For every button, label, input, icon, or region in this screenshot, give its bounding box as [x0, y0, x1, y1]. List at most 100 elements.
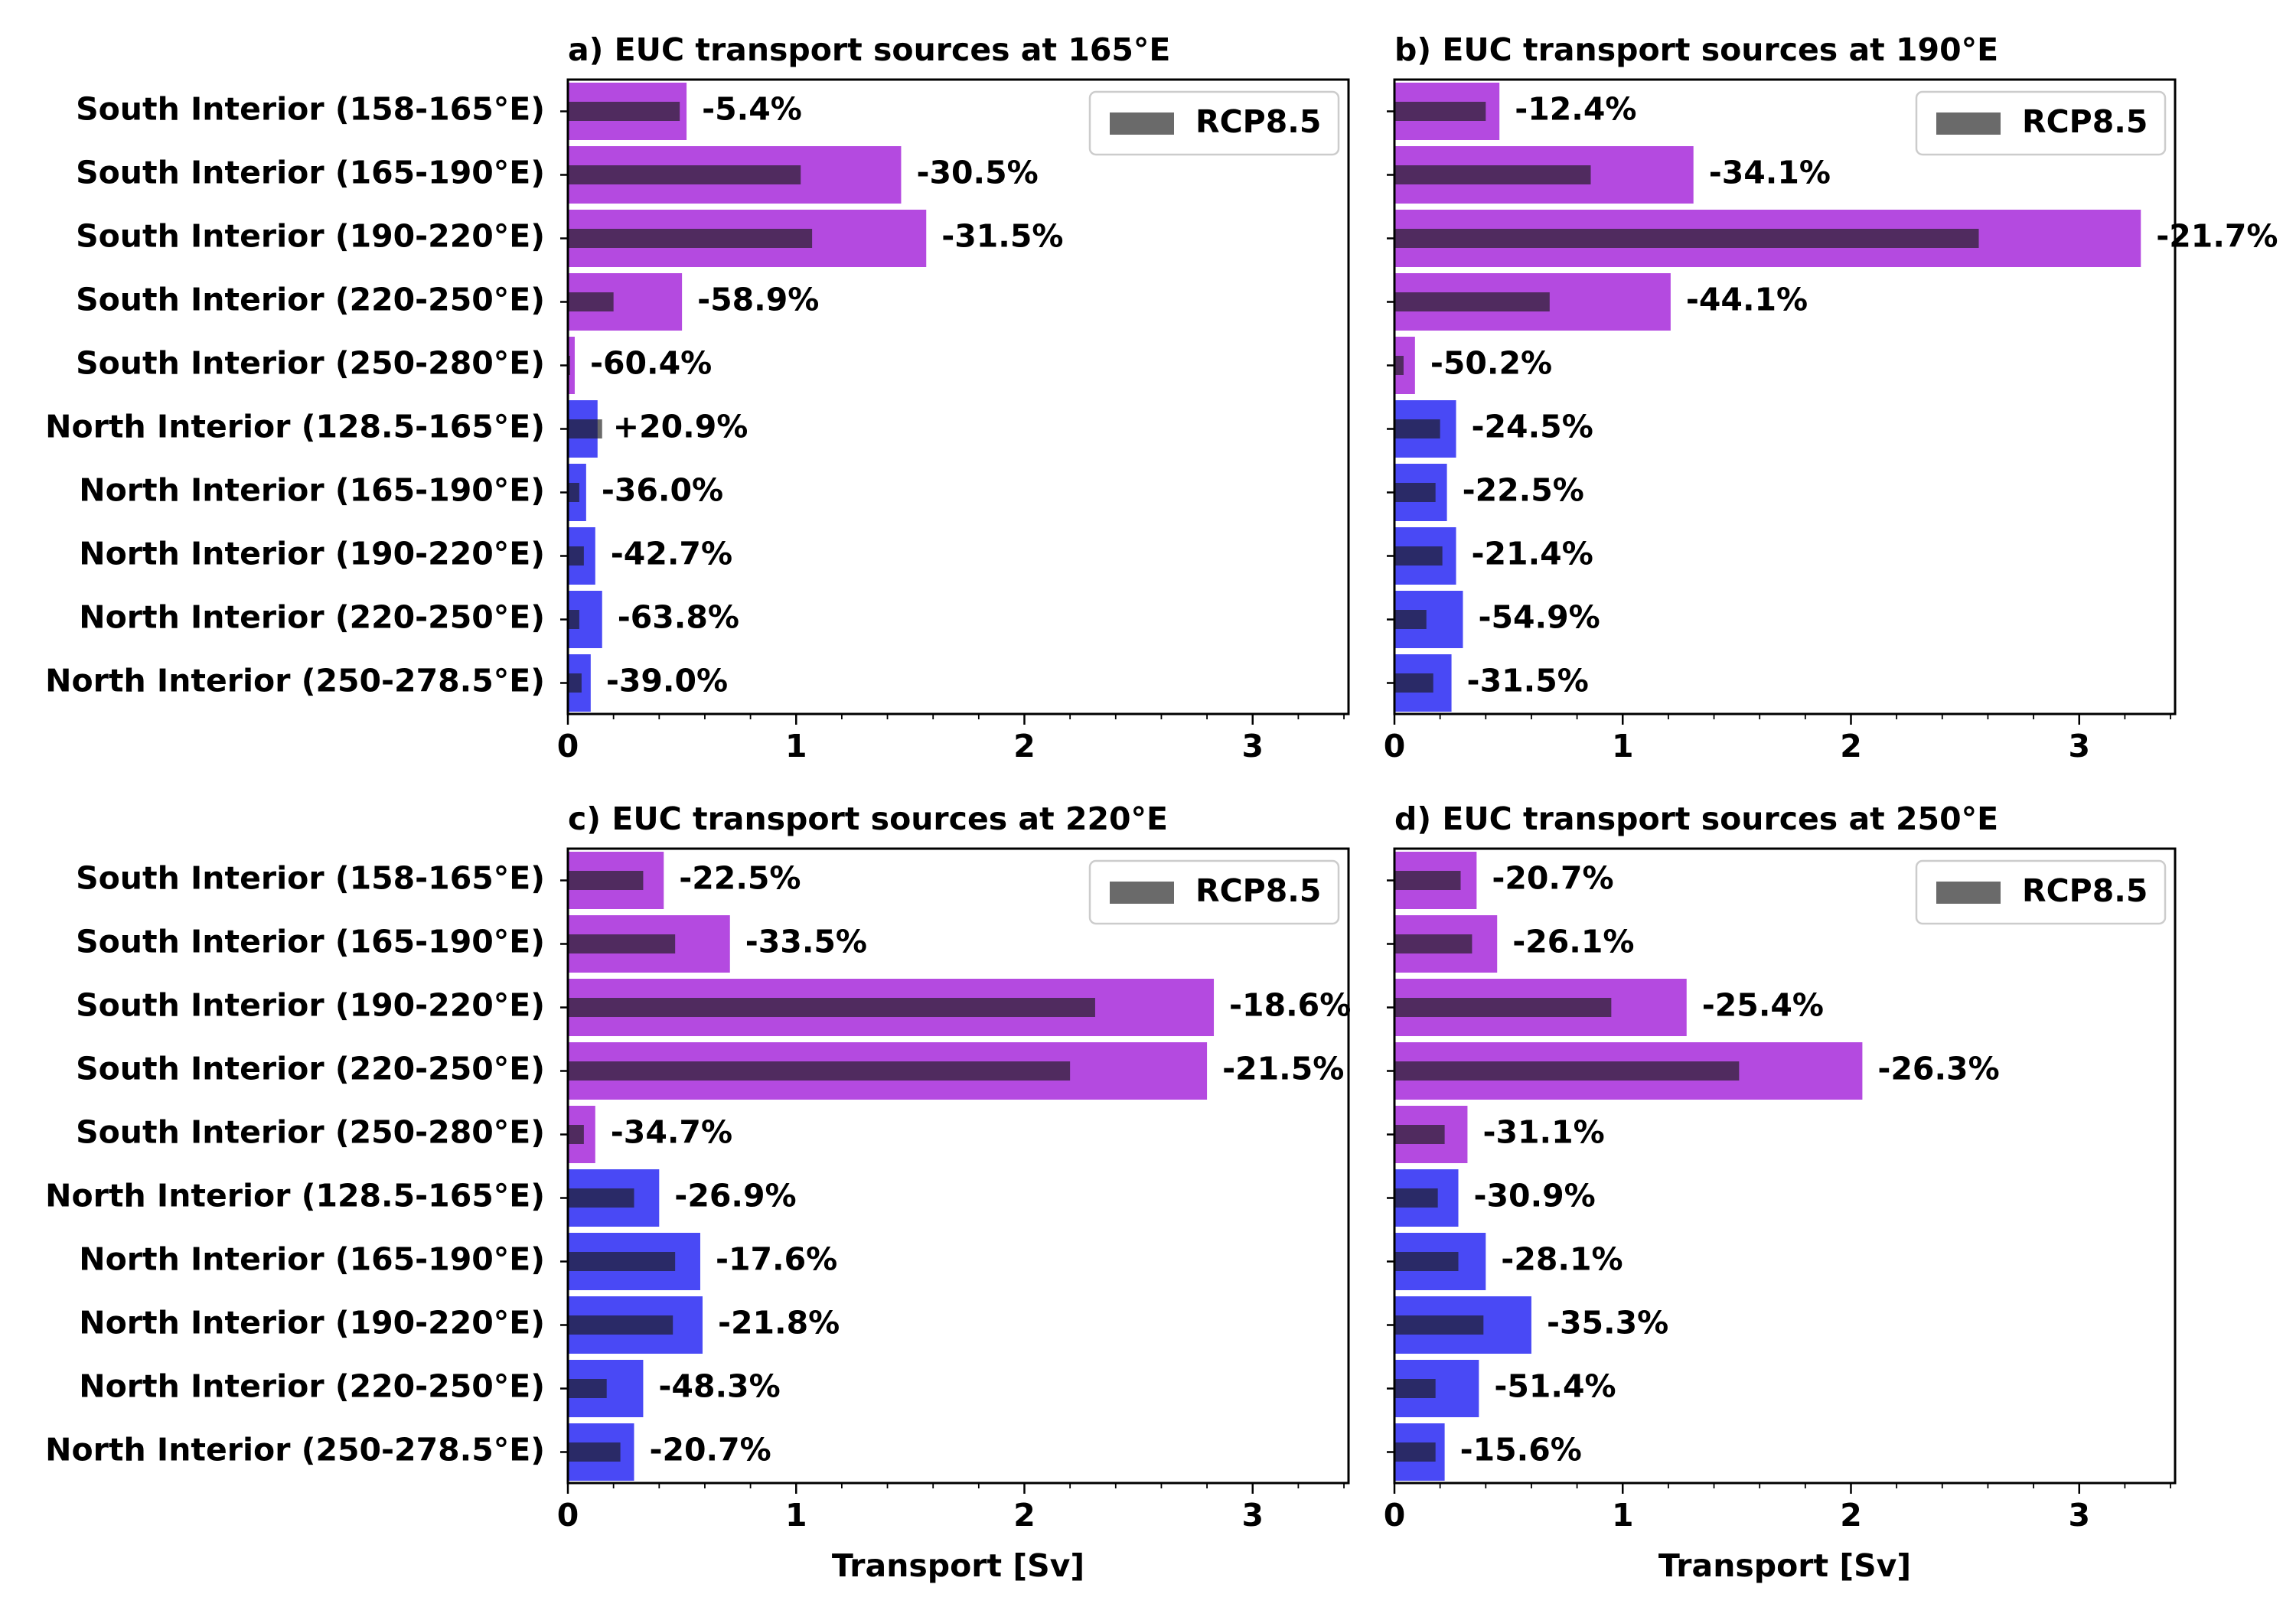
panel-c: c) EUC transport sources at 220°E -22.5% S…	[45, 800, 1351, 1584]
panel-title: d) EUC transport sources at 250°E	[1394, 800, 1998, 837]
category-label: North Interior (250-278.5°E)	[45, 663, 545, 699]
x-tick-label: 2	[1840, 1497, 1862, 1534]
change-label: -34.1%	[1709, 155, 1831, 191]
bar-rcp85	[568, 229, 813, 248]
change-label: -15.6%	[1460, 1432, 1582, 1468]
change-label: -18.6%	[1229, 987, 1351, 1024]
x-tick-label: 3	[2068, 1497, 2090, 1534]
bar-rcp85	[1394, 1315, 1484, 1335]
bar-rcp85	[1394, 356, 1404, 375]
panel-title: b) EUC transport sources at 190°E	[1394, 31, 1998, 68]
change-label: -26.1%	[1512, 924, 1634, 960]
category-label: North Interior (165-190°E)	[79, 472, 545, 509]
legend: RCP8.5	[1088, 90, 1340, 156]
change-label: -36.0%	[602, 472, 723, 509]
x-tick-label: 0	[1384, 1497, 1406, 1534]
x-tick-label: 1	[1612, 728, 1634, 764]
legend-box	[1088, 859, 1340, 925]
change-label: -31.5%	[1467, 663, 1589, 699]
bar-rcp85	[1394, 483, 1436, 502]
category-label: South Interior (250-280°E)	[76, 345, 545, 382]
bar-rcp85	[1394, 998, 1612, 1017]
change-label: -30.9%	[1474, 1178, 1596, 1214]
bar-rcp85	[568, 1188, 634, 1208]
axes-frame	[1393, 847, 2177, 1485]
panel-title: a) EUC transport sources at 165°E	[568, 31, 1170, 68]
change-label: -17.6%	[716, 1241, 837, 1278]
change-label: -60.4%	[590, 345, 712, 382]
category-label: South Interior (190-220°E)	[76, 987, 545, 1024]
change-label: -21.5%	[1222, 1051, 1344, 1087]
bar-rcp85	[1394, 610, 1427, 629]
legend: RCP8.5	[1088, 859, 1340, 925]
panel-title: c) EUC transport sources at 220°E	[568, 800, 1168, 837]
x-tick-label: 0	[557, 728, 579, 764]
x-tick-label: 3	[1241, 1497, 1264, 1534]
category-label: North Interior (250-278.5°E)	[45, 1432, 545, 1468]
bar-rcp85	[1394, 1379, 1436, 1398]
change-label: -28.1%	[1501, 1241, 1623, 1278]
bar-rcp85	[568, 1125, 584, 1144]
legend-box	[1088, 90, 1340, 156]
change-label: -35.3%	[1547, 1305, 1668, 1341]
bar-rcp85	[1394, 292, 1550, 311]
bar-rcp85	[568, 998, 1095, 1017]
change-label: -5.4%	[702, 91, 802, 128]
category-label: North Interior (190-220°E)	[79, 1305, 545, 1341]
change-label: -20.7%	[1492, 860, 1613, 897]
bar-rcp85	[568, 1442, 621, 1462]
category-label: South Interior (165-190°E)	[76, 155, 545, 191]
legend-label: RCP8.5	[2022, 103, 2148, 140]
x-tick-label: 3	[2068, 728, 2090, 764]
change-label: -21.7%	[2156, 218, 2278, 255]
x-tick-label: 1	[1612, 1497, 1634, 1534]
change-label: -30.5%	[916, 155, 1038, 191]
change-label: -12.4%	[1515, 91, 1636, 128]
legend: RCP8.5	[1915, 90, 2167, 156]
category-label: North Interior (128.5-165°E)	[45, 409, 545, 445]
panel-b: b) EUC transport sources at 190°E -12.4% -…	[1384, 31, 2278, 764]
bar-rcp85	[568, 610, 579, 629]
category-label: North Interior (190-220°E)	[79, 536, 545, 572]
change-label: -26.3%	[1877, 1051, 1999, 1087]
change-label: -34.7%	[611, 1114, 732, 1151]
panels-group: a) EUC transport sources at 165°E -5.4% So…	[45, 31, 2278, 1584]
change-label: -42.7%	[611, 536, 732, 572]
x-axis-label: Transport [Sv]	[1658, 1547, 1911, 1584]
category-label: South Interior (250-280°E)	[76, 1114, 545, 1151]
bar-rcp85	[568, 934, 676, 953]
bar-south	[568, 337, 575, 394]
change-label: -44.1%	[1686, 282, 1808, 318]
category-label: North Interior (220-250°E)	[79, 599, 545, 636]
category-label: South Interior (158-165°E)	[76, 91, 545, 128]
change-label: -50.2%	[1430, 345, 1552, 382]
change-label: -21.8%	[718, 1305, 840, 1341]
change-label: -20.7%	[649, 1432, 771, 1468]
bar-rcp85	[568, 1061, 1071, 1081]
category-label: South Interior (165-190°E)	[76, 924, 545, 960]
bar-rcp85	[568, 871, 644, 890]
change-label: -58.9%	[697, 282, 819, 318]
bar-rcp85	[568, 292, 614, 311]
bar-rcp85	[1394, 934, 1473, 953]
axes-frame	[566, 78, 1350, 715]
category-label: North Interior (165-190°E)	[79, 1241, 545, 1278]
change-label: -33.5%	[745, 924, 867, 960]
bar-rcp85	[1394, 1188, 1438, 1208]
x-tick-label: 2	[1840, 728, 1862, 764]
panel-d: d) EUC transport sources at 250°E -20.7% -…	[1384, 800, 2177, 1584]
legend: RCP8.5	[1915, 859, 2167, 925]
bar-rcp85	[1394, 419, 1440, 438]
change-label: -31.1%	[1482, 1114, 1604, 1151]
change-label: -39.0%	[606, 663, 728, 699]
bar-rcp85	[1394, 871, 1461, 890]
x-tick-label: 0	[1384, 728, 1406, 764]
legend-box	[1915, 859, 2167, 925]
category-label: North Interior (128.5-165°E)	[45, 1178, 545, 1214]
bar-rcp85	[568, 673, 582, 693]
x-axis-label: Transport [Sv]	[832, 1547, 1084, 1584]
category-label: South Interior (158-165°E)	[76, 860, 545, 897]
change-label: -51.4%	[1494, 1368, 1616, 1405]
change-label: -25.4%	[1702, 987, 1824, 1024]
